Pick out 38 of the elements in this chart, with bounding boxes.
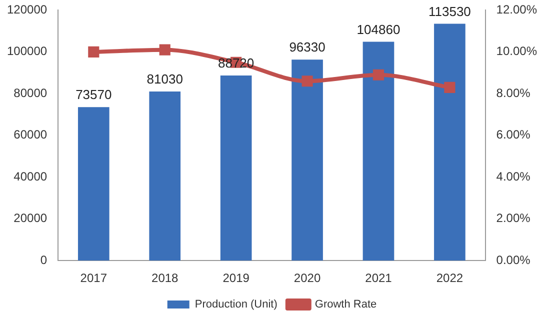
data-label: 81030 <box>146 72 183 87</box>
x-tick-label: 2019 <box>222 271 250 286</box>
legend-label: Production (Unit) <box>194 298 278 311</box>
y2-tick-label: 8.00% <box>496 86 531 100</box>
y2-tick-label: 12.00% <box>496 2 538 17</box>
bar <box>362 42 394 261</box>
bar <box>149 92 181 261</box>
point <box>372 69 384 80</box>
y-tick-label: 40000 <box>14 169 48 184</box>
point <box>444 82 456 93</box>
x-tick-label: 2021 <box>365 271 392 286</box>
y2-tick-label: 10.00% <box>496 44 538 58</box>
y-tick-label: 80000 <box>14 86 48 100</box>
y-tick-label: 120000 <box>6 2 48 17</box>
y-tick-label: 20000 <box>14 211 48 226</box>
y-tick-label: 0 <box>40 252 48 267</box>
legend-label: Growth Rate <box>314 298 377 311</box>
x-tick-label: 2020 <box>294 271 321 286</box>
bar <box>292 60 323 261</box>
data-label: 113530 <box>428 4 471 19</box>
data-label: 96330 <box>289 40 326 55</box>
y2-tick-label: 6.00% <box>496 128 531 142</box>
bar <box>434 24 466 261</box>
point <box>88 46 100 58</box>
y2-tick-label: 4.00% <box>496 169 531 184</box>
data-label: 104860 <box>356 22 400 37</box>
y2-tick-label: 0.00% <box>496 252 531 267</box>
y2-tick-label: 2.00% <box>496 211 531 226</box>
bar <box>220 75 252 261</box>
x-tick-label: 2022 <box>436 271 464 286</box>
y-tick-label: 100000 <box>6 44 48 58</box>
bar <box>78 107 110 261</box>
point <box>302 76 313 87</box>
x-tick-label: 2018 <box>152 271 179 286</box>
data-label: 73570 <box>76 87 112 102</box>
point <box>159 44 170 56</box>
x-tick-label: 2017 <box>80 271 108 286</box>
y-tick-label: 60000 <box>14 128 48 142</box>
